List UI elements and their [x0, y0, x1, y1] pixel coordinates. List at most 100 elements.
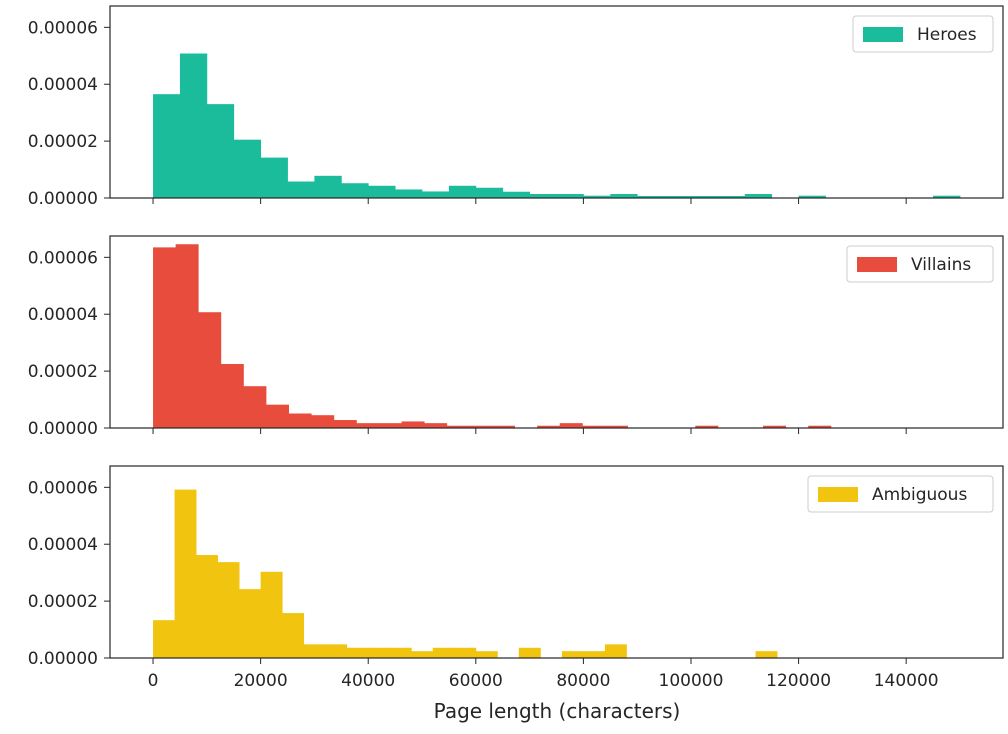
- histogram-bar: [695, 425, 719, 428]
- histogram-bar: [744, 194, 773, 198]
- histogram-bar: [266, 404, 289, 428]
- y-tick-label: 0.00006: [28, 478, 98, 498]
- histogram-bar: [637, 196, 665, 198]
- histogram-bar: [239, 589, 262, 658]
- histogram-bar: [583, 651, 606, 658]
- histogram-bar: [341, 183, 369, 198]
- histogram-bar: [153, 247, 177, 428]
- y-tick-label: 0.00000: [28, 419, 98, 439]
- legend-swatch: [818, 487, 858, 502]
- histogram-bar: [282, 613, 305, 658]
- histogram-bar: [356, 423, 380, 428]
- histogram-bar: [755, 651, 778, 658]
- histogram-bar: [233, 139, 262, 198]
- y-tick-label: 0.00004: [28, 75, 98, 95]
- histogram-bar: [518, 647, 541, 658]
- axes-frame: [109, 465, 1004, 659]
- histogram-bar: [314, 175, 342, 198]
- histogram-bar: [583, 195, 611, 198]
- legend: Heroes: [852, 15, 994, 53]
- histogram-bar: [559, 423, 583, 428]
- y-tick-label: 0.00002: [28, 592, 98, 612]
- histogram-bar: [389, 647, 412, 658]
- legend-box: [846, 245, 994, 283]
- y-tick-label: 0.00000: [28, 189, 98, 209]
- legend-label: Ambiguous: [872, 485, 967, 505]
- histogram-bar: [717, 196, 746, 198]
- histogram-bar: [260, 571, 283, 658]
- panel-heroes: 0.00000 0.00002 0.00004 0.00006 Heroes: [28, 5, 1004, 209]
- histogram-bar: [196, 555, 218, 658]
- histogram-bar: [243, 386, 267, 428]
- histogram-bar: [537, 425, 561, 428]
- histogram-bar: [556, 194, 584, 198]
- x-axis-title: Page length (characters): [434, 699, 681, 723]
- histogram-bar: [287, 181, 315, 198]
- histogram-bar: [529, 194, 557, 198]
- histogram-bar: [401, 421, 425, 428]
- histogram-bar: [475, 651, 498, 658]
- histogram-bar: [446, 425, 470, 428]
- histogram-bar: [582, 425, 606, 428]
- histogram-bar: [690, 196, 719, 198]
- histogram-bar: [475, 187, 504, 198]
- histogram-bar: [378, 423, 402, 428]
- histogram-bar: [325, 644, 348, 658]
- x-tick-label: 20000: [234, 671, 288, 691]
- x-tick-label: 120000: [766, 671, 831, 691]
- histogram-bar: [346, 647, 369, 658]
- panel-ambiguous: 0.00000 0.00002 0.00004 0.00006 0 20000 40000 6…: [28, 465, 1004, 691]
- y-tick-label: 0.00004: [28, 305, 98, 325]
- histogram-bar: [368, 185, 396, 198]
- histogram-bar: [432, 647, 455, 658]
- legend-swatch: [857, 257, 897, 272]
- x-tick-label: 0: [148, 671, 159, 691]
- histogram-bar: [179, 53, 208, 198]
- legend-label: Heroes: [917, 25, 977, 45]
- y-tick-label: 0.00000: [28, 649, 98, 669]
- histogram-bar: [153, 620, 175, 658]
- histogram-bar: [174, 489, 197, 658]
- histogram-bar: [411, 651, 434, 658]
- x-tick-label: 40000: [341, 671, 395, 691]
- histogram-bar: [153, 94, 181, 198]
- legend: Villains: [846, 245, 994, 283]
- histogram-bar: [424, 423, 448, 428]
- histogram-bar: [260, 157, 288, 198]
- x-tick-label: 80000: [556, 671, 610, 691]
- histogram-bar: [220, 364, 244, 428]
- legend-box: [807, 475, 994, 513]
- legend-label: Villains: [911, 255, 971, 275]
- histogram-bar: [175, 244, 199, 428]
- histogram-bar: [206, 104, 235, 198]
- x-tick-label: 100000: [659, 671, 724, 691]
- histogram-bar: [469, 425, 493, 428]
- legend-box: [852, 15, 994, 53]
- legend-swatch: [863, 27, 903, 42]
- y-tick-label: 0.00002: [28, 132, 98, 152]
- histogram-bar: [604, 425, 628, 428]
- histogram-bar: [448, 185, 477, 198]
- y-tick-label: 0.00002: [28, 362, 98, 382]
- histogram-bar: [561, 651, 584, 658]
- panels: 0.00000 0.00002 0.00004 0.00006 Heroes 0.0000…: [28, 5, 1004, 691]
- histogram-bar: [198, 312, 222, 428]
- histogram-bar: [395, 189, 423, 198]
- histogram-bar: [610, 194, 638, 198]
- histogram-bar: [604, 644, 627, 658]
- histogram-bar: [303, 644, 326, 658]
- histogram-bar: [933, 195, 961, 198]
- histogram-bar: [808, 425, 832, 428]
- legend: Ambiguous: [807, 475, 994, 513]
- y-tick-label: 0.00006: [28, 248, 98, 268]
- histogram-bar: [311, 415, 335, 428]
- histogram-bar: [763, 425, 787, 428]
- histogram-bar: [502, 191, 530, 198]
- histogram-bar: [422, 191, 450, 198]
- panel-villains: 0.00000 0.00002 0.00004 0.00006 Villains: [28, 235, 1004, 439]
- histogram-bar: [798, 195, 826, 198]
- axes-frame: [109, 5, 1004, 199]
- histogram-bar: [333, 420, 357, 428]
- histogram-bar: [368, 647, 391, 658]
